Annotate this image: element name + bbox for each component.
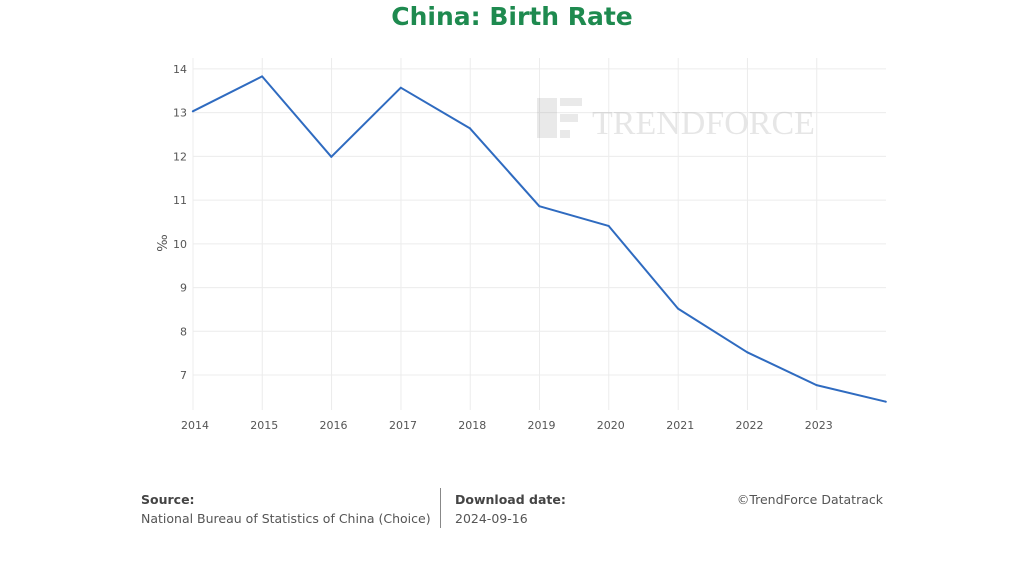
y-tick-label: 7 bbox=[180, 369, 187, 382]
x-tick-label: 2023 bbox=[805, 419, 833, 432]
data-point bbox=[538, 205, 541, 208]
y-tick-label: 14 bbox=[173, 63, 187, 76]
source-label: Source: bbox=[141, 492, 195, 507]
x-tick-label: 2017 bbox=[389, 419, 417, 432]
y-tick-label: 8 bbox=[180, 325, 187, 338]
data-point bbox=[677, 307, 680, 310]
data-point bbox=[399, 86, 402, 89]
y-tick-label: 12 bbox=[173, 150, 187, 163]
source-value: National Bureau of Statistics of China (… bbox=[141, 511, 431, 526]
x-tick-label: 2015 bbox=[250, 419, 278, 432]
data-point bbox=[191, 110, 194, 113]
download-label: Download date: bbox=[455, 492, 566, 507]
grid bbox=[192, 58, 886, 410]
chart-title: China: Birth Rate bbox=[391, 2, 633, 31]
y-tick-label: 9 bbox=[180, 282, 187, 295]
source-block: Source: National Bureau of Statistics of… bbox=[141, 490, 431, 528]
data-point bbox=[261, 75, 264, 78]
x-tick-label: 2020 bbox=[597, 419, 625, 432]
data-point bbox=[330, 155, 333, 158]
copyright: ©TrendForce Datatrack bbox=[736, 492, 883, 507]
watermark-logo: TRENDFORCE bbox=[537, 98, 815, 142]
data-point bbox=[815, 384, 818, 387]
download-value: 2024-09-16 bbox=[455, 511, 528, 526]
x-tick-label: 2019 bbox=[528, 419, 556, 432]
x-tick-label: 2014 bbox=[181, 419, 209, 432]
download-block: Download date: 2024-09-16 bbox=[455, 490, 566, 528]
x-tick-label: 2016 bbox=[320, 419, 348, 432]
x-tick-label: 2018 bbox=[458, 419, 486, 432]
data-point bbox=[884, 400, 887, 403]
data-point bbox=[607, 224, 610, 227]
y-tick-label: 13 bbox=[173, 107, 187, 120]
footer-divider bbox=[440, 488, 441, 528]
y-tick-label: 10 bbox=[173, 238, 187, 251]
x-tick-label: 2022 bbox=[735, 419, 763, 432]
watermark-text: TRENDFORCE bbox=[592, 105, 815, 142]
y-tick-label: 11 bbox=[173, 194, 187, 207]
y-axis-label: ‰ bbox=[156, 234, 171, 251]
data-point bbox=[469, 127, 472, 130]
x-tick-label: 2021 bbox=[666, 419, 694, 432]
data-point bbox=[746, 351, 749, 354]
